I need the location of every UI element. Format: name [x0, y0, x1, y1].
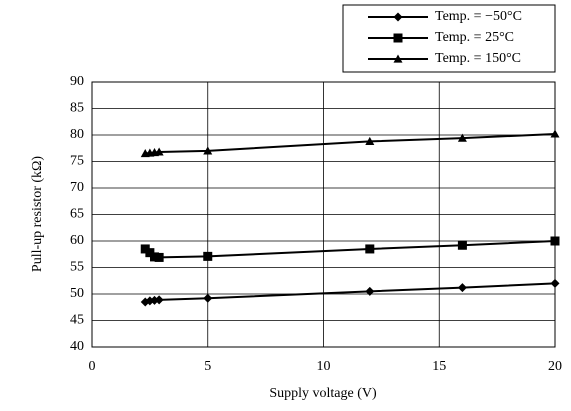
legend-marker [393, 12, 403, 22]
marker [203, 251, 213, 261]
legend-marker [393, 33, 403, 43]
marker [154, 252, 164, 262]
y-tick-label: 85 [70, 101, 84, 116]
y-tick-label: 90 [70, 74, 84, 89]
y-tick-label: 80 [70, 127, 84, 142]
y-tick-label: 60 [70, 233, 84, 248]
x-tick-label: 0 [89, 359, 96, 374]
y-tick-label: 75 [70, 154, 84, 169]
marker [154, 147, 164, 156]
marker [140, 244, 150, 254]
marker [150, 252, 160, 262]
marker [457, 240, 467, 250]
x-axis-title: Supply voltage (V) [269, 386, 377, 401]
x-tick-label: 20 [548, 359, 562, 374]
y-tick-label: 45 [70, 313, 84, 328]
y-tick-label: 70 [70, 180, 84, 195]
marker [550, 236, 560, 246]
y-tick-label: 40 [70, 339, 84, 354]
y-tick-label: 65 [70, 207, 84, 222]
marker [365, 244, 375, 254]
marker [550, 278, 560, 288]
x-tick-label: 15 [432, 359, 446, 374]
legend-label: Temp. = 150°C [435, 51, 521, 66]
x-tick-label: 10 [317, 359, 331, 374]
marker [145, 248, 155, 258]
marker [550, 129, 560, 138]
marker [203, 293, 213, 303]
marker [457, 283, 467, 293]
marker [457, 133, 467, 142]
y-tick-label: 55 [70, 260, 84, 275]
y-axis-title: Pull-up resistor (kΩ) [30, 156, 45, 273]
marker [365, 286, 375, 296]
x-tick-label: 5 [204, 359, 211, 374]
marker [203, 146, 213, 155]
legend-label: Temp. = −50°C [435, 9, 522, 24]
legend-marker [393, 54, 403, 63]
marker [365, 136, 375, 145]
y-tick-label: 50 [70, 286, 84, 301]
marker [154, 295, 164, 305]
legend-label: Temp. = 25°C [435, 30, 514, 45]
